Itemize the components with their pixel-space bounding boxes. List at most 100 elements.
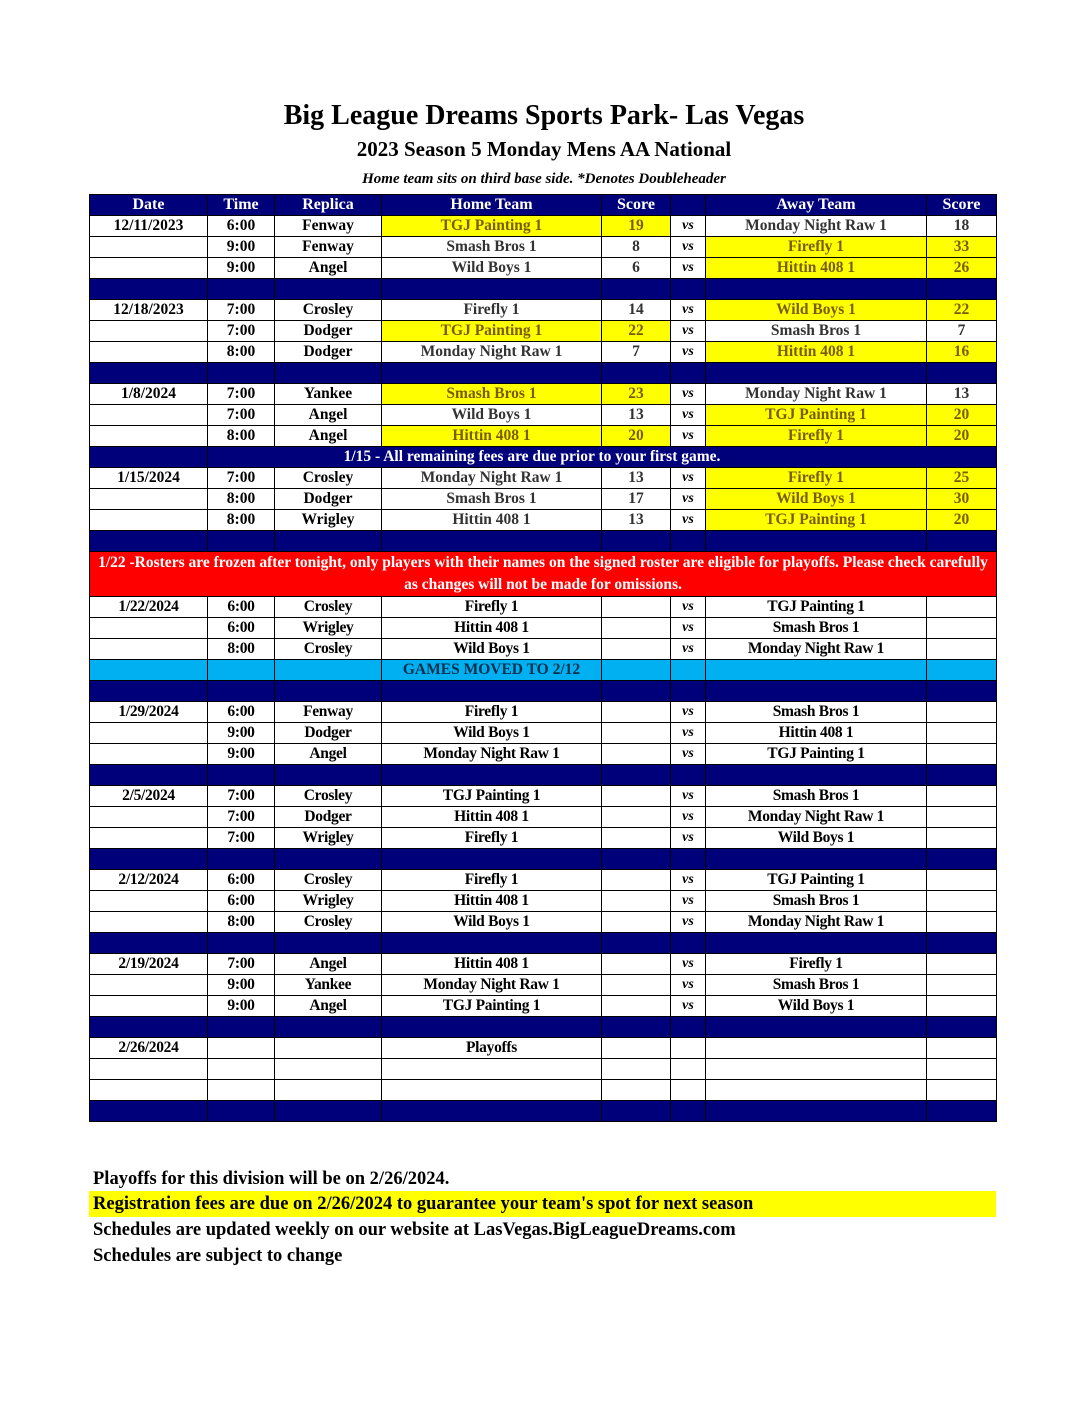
- empty-cell: [601, 1100, 671, 1122]
- game-time: 6:00: [207, 869, 275, 891]
- home-team: Wild Boys 1: [381, 722, 602, 744]
- away-team: TGJ Painting 1: [705, 743, 927, 765]
- vs-label: vs: [670, 236, 706, 258]
- game-date: [89, 638, 208, 660]
- away-score: 22: [926, 299, 997, 321]
- game-date: [89, 827, 208, 849]
- empty-cell: [705, 362, 927, 384]
- game-date: 2/12/2024: [89, 869, 208, 891]
- game-time: 7:00: [207, 383, 275, 405]
- home-team: Monday Night Raw 1: [381, 743, 602, 765]
- empty-cell: [670, 530, 706, 552]
- separator-row: [89, 932, 997, 954]
- home-score: 8: [601, 236, 671, 258]
- away-score: [926, 701, 997, 723]
- empty-cell: [381, 680, 602, 702]
- empty-cell: [381, 1100, 602, 1122]
- home-score: [601, 995, 671, 1017]
- home-score: [601, 974, 671, 996]
- away-team: Smash Bros 1: [705, 320, 927, 342]
- empty-cell: [274, 278, 382, 300]
- game-date: 1/22/2024: [89, 596, 208, 618]
- game-date: [89, 722, 208, 744]
- game-field: Angel: [274, 995, 382, 1017]
- separator-row: [89, 530, 997, 552]
- away-score: [926, 827, 997, 849]
- game-time: 6:00: [207, 617, 275, 639]
- game-time: 8:00: [207, 638, 275, 660]
- game-field: Dodger: [274, 722, 382, 744]
- home-team: Wild Boys 1: [381, 404, 602, 426]
- vs-label: vs: [670, 722, 706, 744]
- game-time: 7:00: [207, 806, 275, 828]
- home-team: Hittin 408 1: [381, 425, 602, 447]
- empty-cell: [705, 278, 927, 300]
- game-date: [89, 404, 208, 426]
- empty-cell: [207, 1079, 275, 1101]
- separator-row: [89, 278, 997, 300]
- game-row: 1/15/2024 7:00 Crosley Monday Night Raw 1 13…: [89, 467, 997, 489]
- games-moved-notice: GAMES MOVED TO 2/12: [381, 659, 602, 681]
- vs-label: vs: [670, 299, 706, 321]
- game-field: Crosley: [274, 638, 382, 660]
- empty-cell: [381, 1079, 602, 1101]
- away-team: Smash Bros 1: [705, 617, 927, 639]
- home-team: Wild Boys 1: [381, 257, 602, 279]
- game-date: 2/19/2024: [89, 953, 208, 975]
- games-moved-row: GAMES MOVED TO 2/12: [89, 659, 997, 681]
- game-time: 9:00: [207, 974, 275, 996]
- empty-cell: [207, 932, 275, 954]
- empty-cell: [207, 1016, 275, 1038]
- home-team: Firefly 1: [381, 701, 602, 723]
- header-home-score: Score: [601, 194, 671, 216]
- away-score: [926, 722, 997, 744]
- empty-cell: [601, 932, 671, 954]
- home-team: Wild Boys 1: [381, 638, 602, 660]
- away-team: Smash Bros 1: [705, 701, 927, 723]
- away-team: Monday Night Raw 1: [705, 638, 927, 660]
- game-date: 1/8/2024: [89, 383, 208, 405]
- empty-cell: [926, 1079, 997, 1101]
- away-team: TGJ Painting 1: [705, 596, 927, 618]
- empty-cell: [926, 764, 997, 786]
- game-row: 7:00 Dodger Hittin 408 1 vs Monday Night Raw…: [89, 806, 997, 828]
- away-score: [926, 617, 997, 639]
- empty-cell: [670, 1058, 706, 1080]
- header-vs: [670, 194, 706, 216]
- game-date: [89, 617, 208, 639]
- playoff-row: 2/26/2024 Playoffs: [89, 1037, 997, 1059]
- home-team-note: Home team sits on third base side. *Deno…: [362, 171, 726, 187]
- vs-label: vs: [670, 596, 706, 618]
- away-team: TGJ Painting 1: [705, 869, 927, 891]
- vs-label: vs: [670, 425, 706, 447]
- home-score: [601, 722, 671, 744]
- home-score: [601, 617, 671, 639]
- empty-cell: [601, 680, 671, 702]
- empty-cell: [89, 659, 208, 681]
- game-field: Fenway: [274, 701, 382, 723]
- vs-label: vs: [670, 911, 706, 933]
- game-date: [89, 341, 208, 363]
- away-team: Monday Night Raw 1: [705, 911, 927, 933]
- empty-cell: [274, 764, 382, 786]
- empty-cell: [207, 1037, 275, 1059]
- home-score: [601, 953, 671, 975]
- game-time: 6:00: [207, 701, 275, 723]
- game-time: 9:00: [207, 236, 275, 258]
- game-date: 12/11/2023: [89, 215, 208, 237]
- game-time: 6:00: [207, 596, 275, 618]
- game-date: [89, 488, 208, 510]
- game-date: 12/18/2023: [89, 299, 208, 321]
- empty-cell: [274, 530, 382, 552]
- home-team: Firefly 1: [381, 827, 602, 849]
- empty-cell: [89, 1079, 208, 1101]
- game-field: Angel: [274, 953, 382, 975]
- footer-playoffs: Playoffs for this division will be on 2/…: [93, 1169, 450, 1189]
- home-team: Hittin 408 1: [381, 806, 602, 828]
- game-field: Angel: [274, 404, 382, 426]
- empty-cell: [207, 1058, 275, 1080]
- game-field: Dodger: [274, 341, 382, 363]
- game-row: 9:00 Yankee Monday Night Raw 1 vs Smash Bros…: [89, 974, 997, 996]
- game-date: [89, 425, 208, 447]
- empty-cell: [670, 1016, 706, 1038]
